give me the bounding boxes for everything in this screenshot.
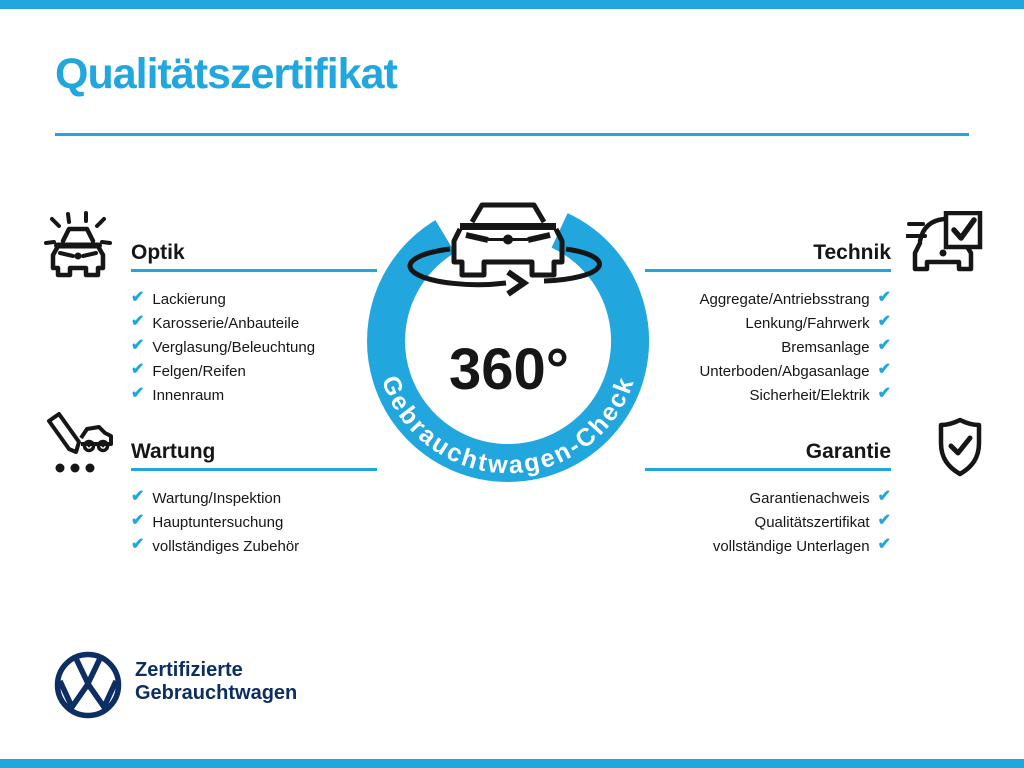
- list-item: ✔ Wartung/Inspektion: [131, 486, 389, 510]
- section-divider: [131, 468, 377, 471]
- item-label: Lenkung/Fahrwerk: [745, 314, 870, 332]
- list-item: Aggregate/Antriebsstrang ✔: [633, 287, 891, 311]
- checkmark-icon: ✔: [131, 361, 145, 378]
- ring-shape: [367, 213, 650, 482]
- 360-check-badge: 360° Gebrauchtwagen-Check: [367, 202, 650, 482]
- item-label: Sicherheit/Elektrik: [749, 386, 870, 404]
- list-item: Qualitätszertifikat ✔: [633, 510, 891, 534]
- car-shine-icon: [44, 211, 112, 278]
- section-garantie: Garantie Garantienachweis ✔ Qualitätszert…: [633, 439, 891, 558]
- brand-line-2: Gebrauchtwagen: [135, 682, 298, 704]
- bottom-accent-bar: [0, 759, 1024, 768]
- item-label: Bremsanlage: [781, 338, 870, 356]
- checkmark-icon: ✔: [131, 488, 145, 505]
- checkmark-icon: ✔: [877, 361, 891, 378]
- item-label: Felgen/Reifen: [152, 362, 246, 380]
- list-item: ✔ Innenraum: [131, 383, 389, 407]
- list-item: vollständige Unterlagen ✔: [633, 534, 891, 558]
- item-label: Hauptuntersuchung: [152, 513, 284, 531]
- top-accent-bar: [0, 0, 1024, 9]
- car-checkbox-icon: [906, 211, 983, 272]
- item-label: Aggregate/Antriebsstrang: [699, 290, 870, 308]
- list-item: ✔ Verglasung/Beleuchtung: [131, 335, 389, 359]
- item-label: Innenraum: [152, 386, 225, 404]
- shield-check-icon: [938, 417, 982, 477]
- section-title-technik: Technik: [813, 241, 891, 264]
- list-item: Lenkung/Fahrwerk ✔: [633, 311, 891, 335]
- list-item: Unterboden/Abgasanlage ✔: [633, 359, 891, 383]
- checkmark-icon: ✔: [877, 385, 891, 402]
- page-title: Qualitätszertifikat: [55, 50, 398, 98]
- checkmark-icon: ✔: [877, 313, 891, 330]
- section-optik: Optik ✔ Lackierung ✔ Karosserie/Anbauteile…: [131, 240, 389, 407]
- list-item: ✔ Lackierung: [131, 287, 389, 311]
- title-divider: [55, 133, 969, 136]
- section-title-garantie: Garantie: [805, 440, 891, 463]
- section-title-wartung: Wartung: [131, 440, 216, 463]
- item-label: Verglasung/Beleuchtung: [152, 338, 316, 356]
- item-label: Wartung/Inspektion: [152, 489, 282, 507]
- checkmark-icon: ✔: [877, 289, 891, 306]
- item-label: Garantienachweis: [749, 489, 870, 507]
- section-technik: Technik Aggregate/Antriebsstrang ✔ Lenkun…: [633, 240, 891, 407]
- checkmark-icon: ✔: [877, 337, 891, 354]
- list-item: Bremsanlage ✔: [633, 335, 891, 359]
- optik-item-list: ✔ Lackierung ✔ Karosserie/Anbauteile ✔ Verg…: [131, 287, 389, 407]
- list-item: ✔ Hauptuntersuchung: [131, 510, 389, 534]
- technik-item-list: Aggregate/Antriebsstrang ✔ Lenkung/Fahrwe…: [633, 287, 891, 407]
- item-label: vollständige Unterlagen: [712, 537, 870, 555]
- checkmark-icon: ✔: [131, 289, 145, 306]
- list-item: ✔ vollständiges Zubehör: [131, 534, 389, 558]
- brand-line-1: Zertifizierte: [135, 659, 243, 681]
- checkmark-icon: ✔: [877, 536, 891, 553]
- item-label: Lackierung: [152, 290, 226, 308]
- car-rotate-icon: [407, 202, 602, 297]
- item-label: Qualitätszertifikat: [754, 513, 870, 531]
- degree-label: 360°: [449, 337, 569, 402]
- service-checklist-icon: [47, 412, 113, 473]
- garantie-item-list: Garantienachweis ✔ Qualitätszertifikat ✔ v…: [633, 486, 891, 558]
- brand-text: Zertifizierte Gebrauchtwagen: [135, 659, 297, 705]
- list-item: ✔ Karosserie/Anbauteile: [131, 311, 389, 335]
- list-item: ✔ Felgen/Reifen: [131, 359, 389, 383]
- section-divider: [645, 468, 891, 471]
- wartung-item-list: ✔ Wartung/Inspektion ✔ Hauptuntersuchung ✔…: [131, 486, 389, 558]
- section-wartung: Wartung ✔ Wartung/Inspektion ✔ Hauptunters…: [131, 439, 389, 558]
- item-label: vollständiges Zubehör: [152, 537, 300, 555]
- section-divider: [131, 269, 377, 272]
- checkmark-icon: ✔: [877, 488, 891, 505]
- checkmark-icon: ✔: [131, 512, 145, 529]
- section-title-optik: Optik: [131, 241, 185, 264]
- checkmark-icon: ✔: [131, 536, 145, 553]
- checkmark-icon: ✔: [877, 512, 891, 529]
- item-label: Unterboden/Abgasanlage: [699, 362, 870, 380]
- checkmark-icon: ✔: [131, 385, 145, 402]
- section-divider: [645, 269, 891, 272]
- checkmark-icon: ✔: [131, 313, 145, 330]
- list-item: Garantienachweis ✔: [633, 486, 891, 510]
- checkmark-icon: ✔: [131, 337, 145, 354]
- list-item: Sicherheit/Elektrik ✔: [633, 383, 891, 407]
- item-label: Karosserie/Anbauteile: [152, 314, 300, 332]
- vw-logo: [54, 651, 122, 719]
